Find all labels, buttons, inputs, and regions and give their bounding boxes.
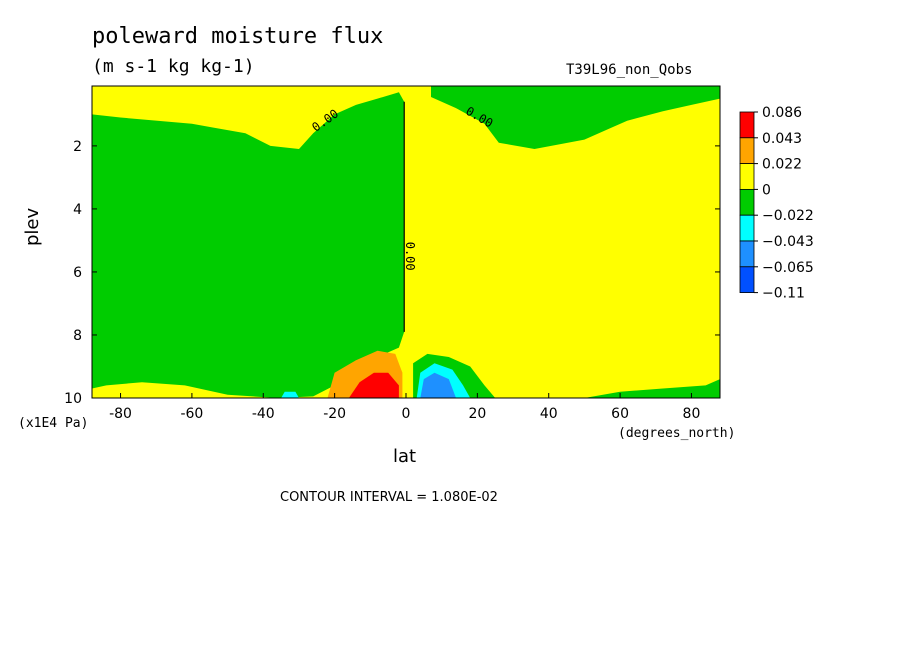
colorbar-box [739,214,755,242]
colorbar-label: −0.11 [762,286,805,302]
negative-region-arctic-surface [584,379,720,398]
y-tick-label: 4 [73,202,82,218]
weak-negative-spot [281,391,299,398]
y-tick-label: 2 [73,139,82,155]
x-tick-label: 40 [540,406,558,422]
y-tick-label: 8 [73,328,82,344]
y-tick-label: 10 [64,391,82,407]
strong-positive-core [348,372,399,398]
colorbar-label: 0.043 [762,131,802,147]
chart-units: (m s-1 kg kg-1) [92,56,255,77]
colorbar-label: 0.022 [762,157,802,173]
x-tick-label: 0 [402,406,411,422]
contour-interval-text: CONTOUR INTERVAL = 1.080E-02 [280,490,498,505]
y-unit-label: (x1E4 Pa) [18,416,89,431]
negative-region-south [92,86,405,398]
x-tick-label: 80 [683,406,701,422]
colorbar-box [739,163,755,190]
y-tick-label: 6 [73,265,82,281]
chart-title: poleward moisture flux [92,24,384,49]
colorbar-label: −0.043 [762,234,814,250]
colorbar-box [739,188,755,216]
x-axis-label: lat [393,446,417,467]
x-tick-label: -40 [252,406,275,422]
colorbar-label: −0.065 [762,260,814,276]
colorbar-label: −0.022 [762,208,814,224]
contour-label: 0.00 [403,242,417,271]
colorbar-box [739,240,755,268]
x-unit-label: (degrees_north) [618,426,736,441]
colorbar-box [739,266,755,293]
x-tick-label: -20 [323,406,346,422]
x-tick-label: 20 [468,406,486,422]
colorbar-box [739,137,755,165]
x-tick-label: 60 [611,406,629,422]
strong-negative-core [420,372,456,398]
colorbar-label: 0 [762,182,771,198]
negative-region-north-upper [431,86,720,149]
x-tick-label: -60 [180,406,203,422]
colorbar-label: 0.086 [762,105,802,121]
x-tick-label: -80 [109,406,132,422]
run-label: T39L96_non_Qobs [566,62,693,78]
colorbar-box [739,111,755,139]
